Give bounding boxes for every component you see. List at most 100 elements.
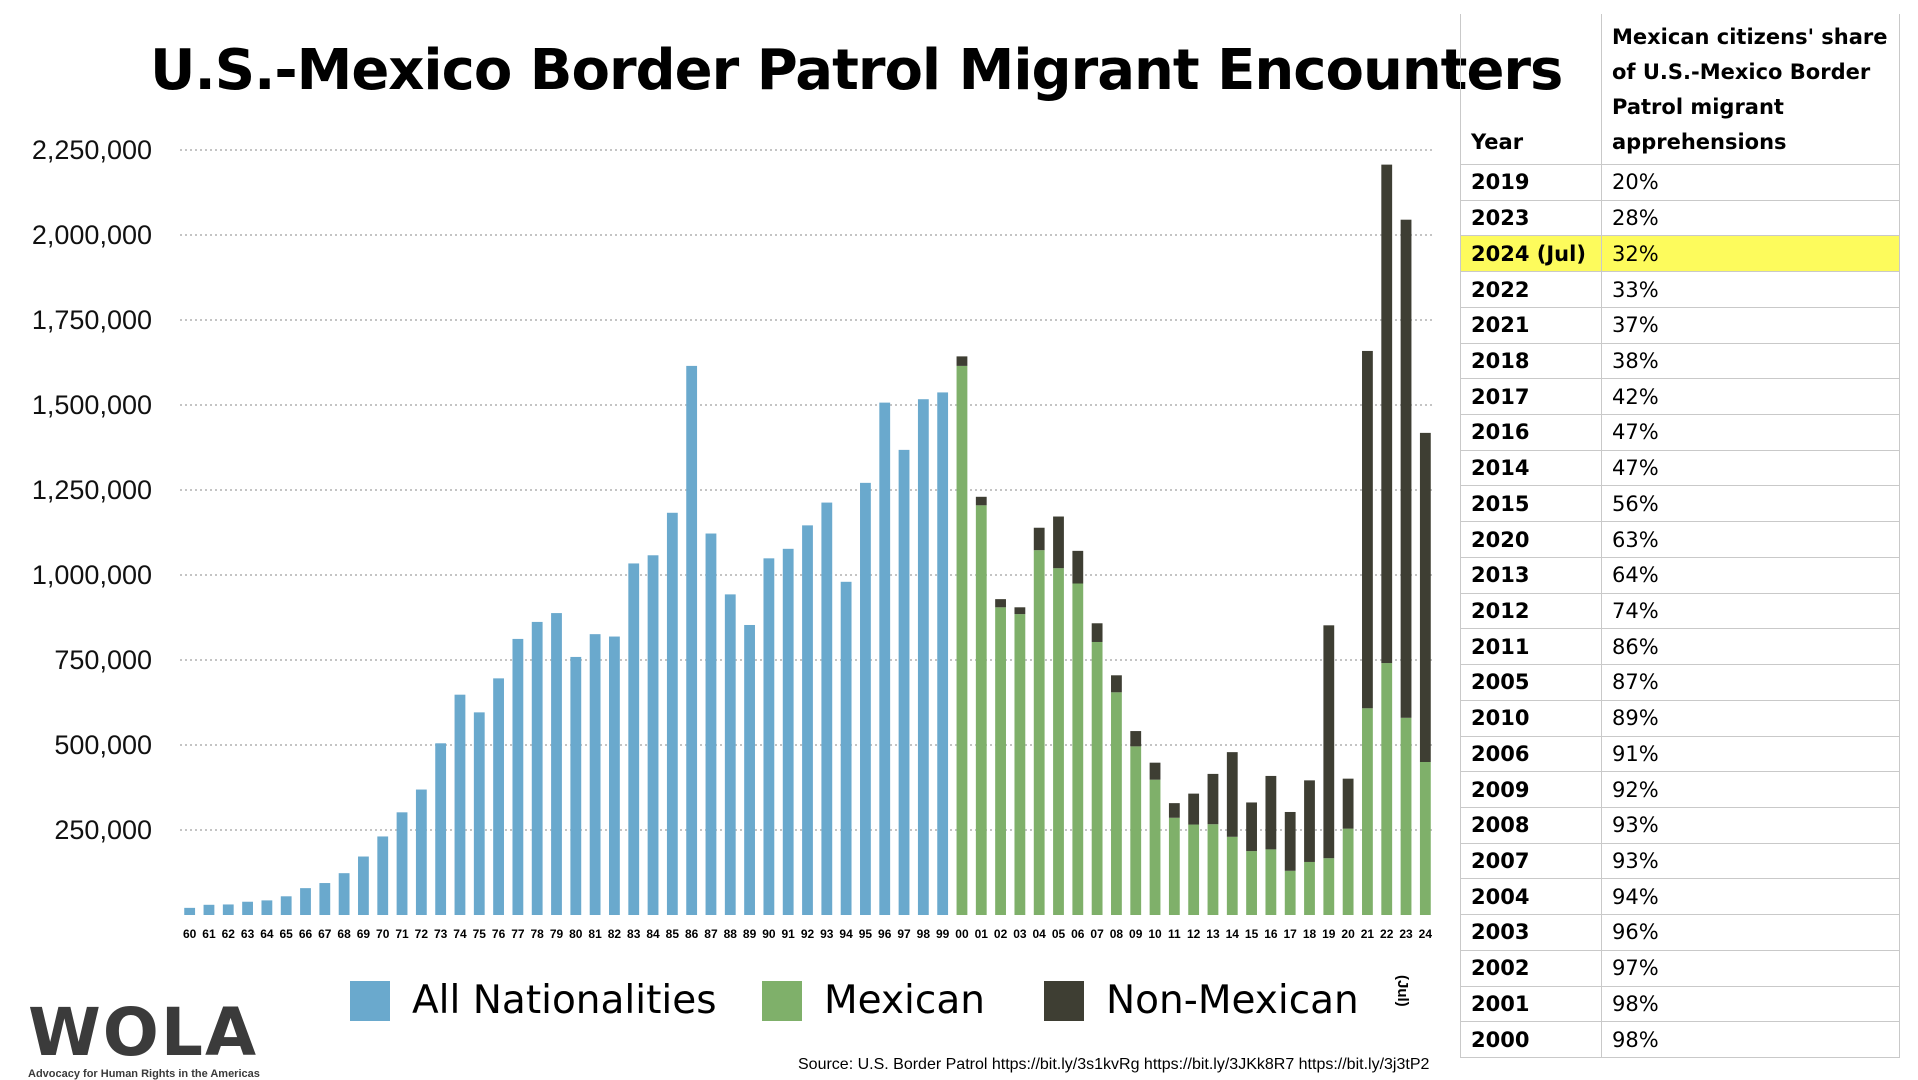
table-cell-share: 93%: [1601, 843, 1900, 880]
bar-mexican: [1053, 568, 1064, 915]
y-tick-label: 750,000: [54, 645, 152, 675]
table-cell-year: 2018: [1460, 343, 1602, 380]
bar-non-mexican: [1362, 350, 1373, 709]
y-tick-label: 500,000: [54, 730, 152, 760]
table-cell-share: 92%: [1601, 771, 1900, 808]
table-cell-share: 89%: [1601, 700, 1900, 737]
bar-all-nationalities: [435, 743, 447, 915]
bar-all-nationalities: [802, 525, 813, 915]
bar-all-nationalities: [551, 613, 562, 915]
x-tick-label: 96: [878, 927, 892, 941]
legend-label-non-mexican: Non-Mexican: [1106, 978, 1359, 1023]
bar-non-mexican: [1419, 432, 1431, 762]
bar-mexican: [1265, 849, 1277, 915]
x-tick-label: 61: [202, 927, 216, 941]
table-cell-share: 38%: [1601, 343, 1900, 380]
bar-all-nationalities: [860, 482, 871, 915]
bar-all-nationalities: [396, 812, 408, 915]
bar-non-mexican: [995, 599, 1006, 608]
share-table: Year Mexican citizens' share of U.S.-Mex…: [1460, 14, 1900, 1058]
table-row: 2019 20%: [1460, 164, 1900, 201]
x-tick-label: 14: [1226, 927, 1240, 941]
table-row: 2012 74%: [1460, 593, 1900, 630]
x-tick-label: 03: [1013, 927, 1027, 941]
table-header-year: Year: [1460, 14, 1602, 165]
bar-mexican: [1419, 762, 1431, 915]
bar-mexican: [1381, 663, 1393, 915]
table-row: 2007 93%: [1460, 843, 1900, 880]
bar-all-nationalities: [261, 900, 273, 915]
table-row: 2014 47%: [1460, 450, 1900, 487]
table-cell-year: 2005: [1460, 664, 1602, 701]
bar-mexican: [1168, 817, 1180, 915]
bar-all-nationalities: [203, 904, 215, 915]
bar-non-mexican: [1284, 811, 1296, 871]
x-tick-label: 05: [1052, 927, 1066, 941]
bar-all-nationalities: [686, 365, 698, 915]
bar-non-mexican: [1053, 516, 1064, 569]
table-cell-share: 63%: [1601, 521, 1900, 558]
table-cell-year: 2007: [1460, 843, 1602, 880]
x-tick-label: 90: [762, 927, 776, 941]
x-tick-label: 92: [801, 927, 815, 941]
table-cell-year: 2016: [1460, 414, 1602, 451]
x-tick-label: 72: [415, 927, 429, 941]
bar-all-nationalities: [879, 402, 891, 915]
table-row: 2005 87%: [1460, 664, 1900, 701]
legend-item-mexican: Mexican: [762, 978, 985, 1023]
bar-all-nationalities: [358, 856, 369, 915]
table-cell-year: 2015: [1460, 485, 1602, 523]
x-tick-label: 24: [1419, 927, 1433, 941]
table-cell-year: 2006: [1460, 736, 1602, 773]
bar-all-nationalities: [647, 555, 659, 915]
bar-mexican: [1342, 828, 1354, 915]
bar-all-nationalities: [454, 694, 466, 915]
bar-all-nationalities: [300, 888, 311, 915]
x-tick-label: 00: [955, 927, 969, 941]
table-cell-share: 98%: [1601, 1021, 1900, 1058]
x-tick-label: 62: [222, 927, 236, 941]
table-cell-year: 2022: [1460, 271, 1602, 308]
table-cell-year: 2004: [1460, 878, 1602, 916]
bar-mexican: [1111, 692, 1122, 915]
table-cell-share: 28%: [1601, 200, 1900, 237]
x-tick-label: 04: [1033, 927, 1047, 941]
bar-all-nationalities: [898, 449, 910, 915]
legend-item-all-nationalities: All Nationalities: [350, 978, 717, 1023]
x-tick-label: 67: [318, 927, 332, 941]
bar-mexican: [1130, 746, 1142, 915]
bar-chart: 250,000 500,000 750,000 1,000,000 1,250,000 1…: [32, 135, 1435, 941]
bar-non-mexican: [1323, 625, 1335, 859]
y-tick-label: 1,500,000: [32, 390, 152, 420]
x-tick-label: 95: [859, 927, 873, 941]
table-cell-share: 94%: [1601, 878, 1900, 916]
table-row: 2002 97%: [1460, 950, 1900, 987]
table-row: 2017 42%: [1460, 378, 1900, 416]
y-axis-ticks: 250,000 500,000 750,000 1,000,000 1,250,000 1…: [32, 135, 152, 845]
x-tick-label: 65: [280, 927, 294, 941]
logo-text: WOLA: [28, 994, 259, 1071]
x-tick-label: 82: [608, 927, 622, 941]
bar-all-nationalities: [280, 896, 292, 915]
bar-mexican: [1072, 583, 1084, 915]
table-cell-share: 20%: [1601, 164, 1900, 201]
x-tick-label: 60: [183, 927, 197, 941]
bar-mexican: [1304, 861, 1315, 915]
table-row: 2008 93%: [1460, 807, 1900, 844]
x-tick-label: 91: [782, 927, 796, 941]
x-tick-label: 94: [839, 927, 853, 941]
x-tick-label: 15: [1245, 927, 1259, 941]
x-tick-label: 98: [917, 927, 931, 941]
bar-non-mexican: [1014, 607, 1026, 615]
table-cell-share: 32%: [1601, 235, 1900, 273]
bar-non-mexican: [1033, 527, 1045, 551]
bar-mexican: [1323, 858, 1335, 915]
bar-all-nationalities: [628, 563, 640, 915]
bar-all-nationalities: [937, 392, 949, 915]
x-tick-label: 07: [1090, 927, 1104, 941]
bar-non-mexican: [1188, 793, 1200, 825]
y-tick-label: 2,250,000: [32, 135, 152, 165]
legend-item-non-mexican: Non-Mexican: [1044, 978, 1359, 1023]
bars: [184, 164, 1431, 916]
bar-mexican: [1284, 870, 1296, 915]
